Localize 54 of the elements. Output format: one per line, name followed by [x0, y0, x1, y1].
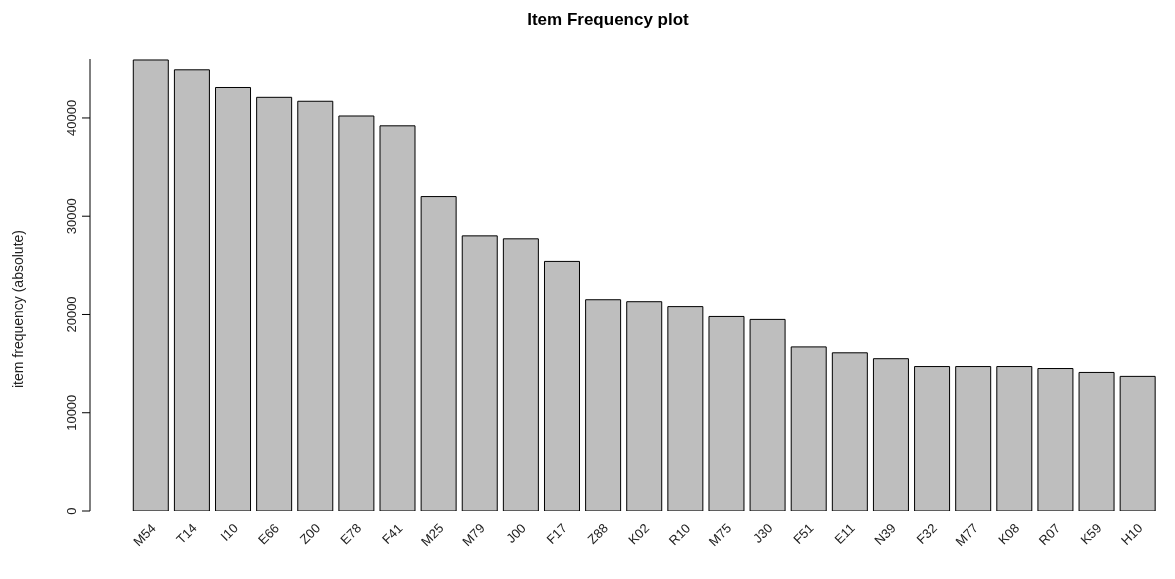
x-tick-label: E11 [831, 520, 858, 547]
x-tick-label: N39 [871, 520, 899, 548]
x-tick-label: F17 [543, 520, 570, 547]
x-tick-label: T14 [173, 520, 200, 547]
y-tick-label: 30000 [64, 198, 79, 235]
bar [132, 59, 169, 511]
x-tick-label: E78 [337, 520, 365, 548]
bar [790, 346, 827, 511]
bar [502, 238, 539, 511]
bar [872, 358, 909, 511]
x-tick-label: F51 [790, 520, 817, 547]
x-tick-label: K59 [1077, 520, 1105, 548]
x-tick-label: M79 [459, 520, 488, 550]
bar [338, 115, 375, 511]
y-tick-label: 40000 [64, 99, 79, 137]
chart-title: Item Frequency plot [526, 10, 690, 30]
bar [749, 318, 786, 511]
bar [256, 96, 293, 511]
bar [543, 260, 580, 511]
x-tick-label: F32 [913, 520, 940, 547]
bar [173, 69, 210, 511]
bar [626, 301, 663, 511]
bar [831, 352, 868, 511]
bar [215, 87, 252, 511]
bar [1119, 375, 1156, 511]
x-tick-label: M54 [130, 520, 159, 550]
x-tick-label: I10 [217, 520, 241, 544]
bar [914, 366, 951, 511]
x-tick-label: F41 [378, 520, 406, 547]
bar [1037, 368, 1074, 511]
bar [955, 366, 992, 511]
x-tick-label: K08 [995, 520, 1023, 548]
x-tick-label: J30 [750, 520, 776, 546]
x-tick-label: J00 [503, 520, 529, 546]
bar [667, 306, 704, 511]
bar [379, 125, 416, 511]
x-tick-label: R07 [1035, 520, 1064, 548]
y-tick-label: 10000 [64, 394, 79, 431]
bar [1078, 371, 1115, 511]
x-tick-label: Z88 [584, 520, 611, 547]
bar [996, 366, 1033, 511]
bar [461, 235, 498, 511]
bar [420, 196, 457, 511]
x-tick-label: Z00 [296, 520, 324, 547]
y-tick-label: 0 [64, 507, 79, 515]
y-tick-label: 20000 [64, 296, 79, 333]
bar [585, 299, 622, 511]
x-tick-label: H10 [1118, 520, 1146, 548]
x-tick-label: K02 [625, 520, 653, 548]
bar [297, 100, 334, 511]
bar [708, 315, 745, 511]
y-axis-title: item frequency (absolute) [10, 230, 26, 388]
x-tick-label: R10 [665, 520, 694, 548]
x-tick-label: E66 [255, 520, 283, 548]
